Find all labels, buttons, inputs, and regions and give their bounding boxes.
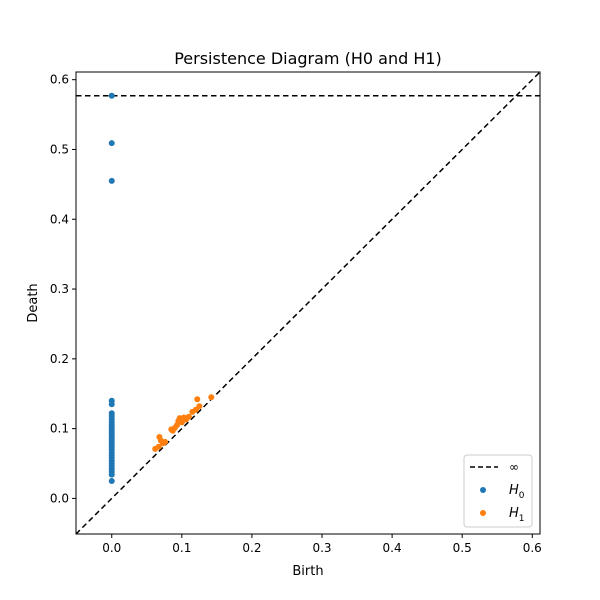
y-tick-label: 0.4 [50,212,69,226]
x-tick-label: 0.4 [383,541,402,555]
x-tick-label: 0.0 [102,541,121,555]
h1-point [185,413,192,420]
h0-point [108,177,115,184]
x-tick-label: 0.1 [172,541,191,555]
h1-point [194,396,201,403]
y-tick-label: 0.3 [50,282,69,296]
x-tick-label: 0.2 [242,541,261,555]
legend-infinity-label: ∞ [509,460,519,474]
h0-point [108,401,115,408]
y-tick-label: 0.2 [50,352,69,366]
legend-h0-label: H0 [509,483,525,501]
plot-frame [75,71,541,535]
h1-point [162,438,169,445]
h1-point [208,394,215,401]
h0-point [108,477,115,484]
y-tick-label: 0.6 [50,73,69,87]
legend-h1-marker [480,510,486,516]
x-axis-label: Birth [292,564,323,579]
legend-h0-marker [480,487,486,493]
diagonal-line [76,72,540,534]
h0-point [108,92,115,99]
x-tick-label: 0.6 [523,541,542,555]
chart-title: Persistence Diagram (H0 and H1) [174,49,442,68]
h0-point [108,471,115,478]
y-tick-label: 0.0 [50,491,69,505]
h1-point [196,403,203,410]
h0-point [108,140,115,147]
legend-h1-label: H1 [509,506,525,524]
y-axis-label: Death [26,283,41,322]
x-tick-label: 0.3 [312,541,331,555]
x-tick-label: 0.5 [453,541,472,555]
legend: ∞ H0 H1 [463,454,533,528]
y-tick-label: 0.5 [50,142,69,156]
y-tick-label: 0.1 [50,422,69,436]
h1-point [155,443,162,450]
